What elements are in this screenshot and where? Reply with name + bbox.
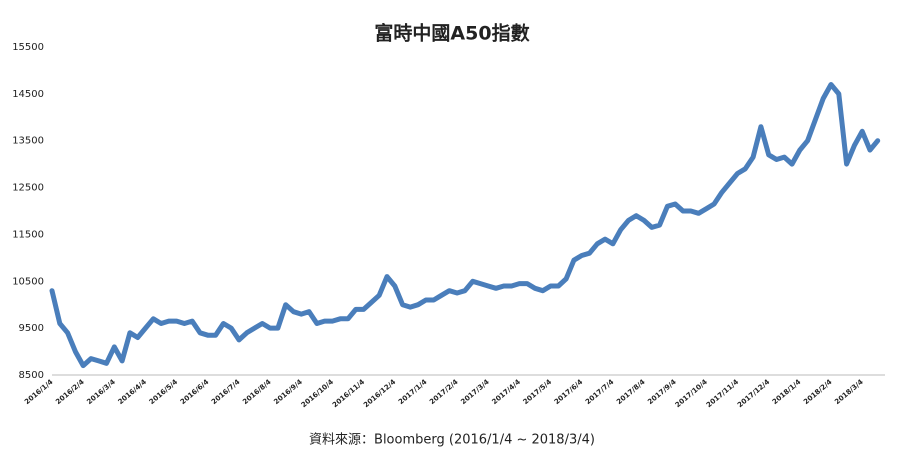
chart-title: 富時中國A50指數 [374,22,529,45]
x-tick-label: 2017/1/4 [397,378,429,406]
x-tick-label: 2016/6/4 [179,378,211,406]
source-note: 資料來源：Bloomberg (2016/1/4 ~ 2018/3/4) [309,433,595,448]
x-tick-label: 2017/10/4 [674,378,709,409]
y-tick-label: 8500 [19,370,44,381]
x-tick-label: 2016/4/4 [117,378,149,406]
x-tick-label: 2017/4/4 [491,378,523,406]
y-tick-label: 11500 [12,229,44,240]
x-tick-label: 2016/2/4 [54,378,86,406]
x-tick-label: 2016/1/4 [23,378,55,406]
x-tick-label: 2016/9/4 [272,378,304,406]
x-tick-label: 2017/5/4 [522,378,554,406]
x-tick-label: 2017/11/4 [705,378,740,409]
x-tick-label: 2017/9/4 [646,378,678,406]
x-tick-label: 2016/8/4 [241,378,273,406]
y-tick-label: 10500 [12,276,44,287]
x-tick-label: 2018/2/4 [802,378,834,406]
x-tick-label: 2017/6/4 [553,378,585,406]
x-tick-label: 2016/11/4 [331,378,366,409]
x-tick-label: 2016/10/4 [300,378,335,409]
x-tick-label: 2017/3/4 [459,378,491,406]
x-tick-label: 2016/7/4 [210,378,242,406]
x-tick-label: 2016/5/4 [148,378,180,406]
y-tick-label: 13500 [12,136,44,147]
y-tick-label: 12500 [12,183,44,194]
x-tick-label: 2018/3/4 [833,378,865,406]
x-tick-label: 2017/12/4 [736,378,771,409]
x-tick-label: 2018/1/4 [771,378,803,406]
x-tick-label: 2017/2/4 [428,378,460,406]
y-tick-label: 15500 [12,42,44,53]
x-tick-label: 2017/8/4 [615,378,647,406]
y-tick-label: 14500 [12,89,44,100]
x-tick-label: 2016/12/4 [362,378,397,409]
y-tick-label: 9500 [19,323,44,334]
line [49,82,881,369]
x-tick-label: 2017/7/4 [584,378,616,406]
x-tick-label: 2016/3/4 [85,378,117,406]
